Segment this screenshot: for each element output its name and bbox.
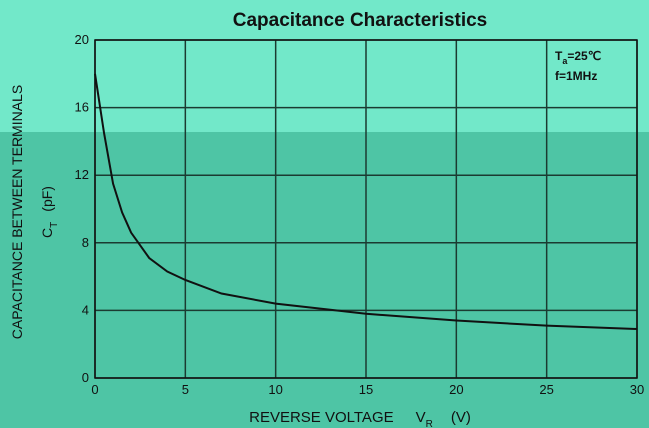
x-tick-label: 15 — [359, 382, 373, 397]
x-label-text: REVERSE VOLTAGE — [249, 409, 394, 426]
y-tick-label: 12 — [75, 167, 89, 182]
x-label-symbol: V — [416, 409, 426, 426]
annotation-line2: f=1MHz — [555, 69, 597, 83]
annotation-symbol: T — [555, 49, 563, 63]
plot-frame — [94, 39, 638, 379]
x-tick-label: 5 — [182, 382, 189, 397]
y-tick-label: 20 — [75, 32, 89, 47]
y-tick-label: 8 — [82, 235, 89, 250]
x-tick-label: 10 — [268, 382, 282, 397]
annotation-rest: =25℃ — [567, 49, 601, 63]
x-label-unit: (V) — [451, 409, 471, 426]
background-top — [0, 0, 649, 132]
y-axis-label: CAPACITANCE BETWEEN TERMINALS — [9, 85, 25, 339]
chart-title: Capacitance Characteristics — [233, 10, 488, 31]
y-tick-label: 4 — [82, 302, 89, 317]
curve — [94, 73, 638, 330]
x-tick-label: 25 — [539, 382, 553, 397]
x-axis-label: REVERSE VOLTAGE VR (V) — [249, 409, 471, 428]
y-label-symbol: C — [39, 228, 55, 238]
x-tick-label: 0 — [91, 382, 98, 397]
annotation-subscript: a — [562, 56, 568, 66]
y-tick-label: 0 — [82, 370, 89, 385]
x-tick-label: 20 — [449, 382, 463, 397]
x-tick-label: 30 — [630, 382, 644, 397]
y-label-unit: (pF) — [39, 186, 55, 212]
x-label-subscript: R — [426, 419, 433, 428]
y-axis-symbol: CT (pF) — [39, 186, 60, 238]
y-tick-label: 16 — [75, 100, 89, 115]
y-label-subscript: T — [49, 222, 60, 228]
annotation: Ta=25℃ — [555, 49, 601, 66]
